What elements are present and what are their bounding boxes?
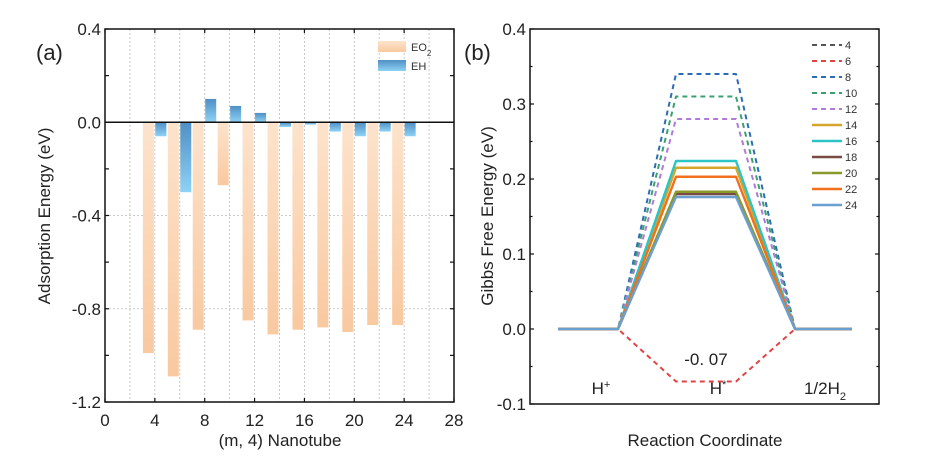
state-label-2: 1/2H2 — [804, 379, 846, 403]
x-tick-label: 20 — [345, 411, 364, 430]
y-tick-label: 0.0 — [502, 320, 526, 339]
legend-subscript: 2 — [427, 49, 432, 58]
bar-eo2-16 — [292, 122, 304, 330]
panel-a-legend: EO2 EH — [378, 41, 432, 73]
bar-eo2-20 — [342, 122, 354, 333]
legend-label-eh: EH — [411, 61, 426, 73]
x-tick-label: 24 — [395, 411, 414, 430]
panel-b-legend: 4 6 8 10 12 14 16 18 20 22 24 — [812, 40, 857, 212]
bar-eh-24 — [404, 122, 416, 137]
panel-a-label: (a) — [36, 40, 63, 65]
legend-label-16: 16 — [845, 136, 857, 148]
bar-eh-20 — [354, 122, 366, 137]
bar-eo2-14 — [267, 122, 279, 335]
y-tick-label: 0.4 — [77, 20, 101, 39]
y-tick-label: 0.1 — [502, 245, 526, 264]
bar-eh-8 — [205, 98, 217, 123]
y-tick-label: 0.3 — [502, 95, 526, 114]
legend-label-22: 22 — [845, 184, 857, 196]
panel-a-bars — [142, 98, 416, 377]
legend-label-12: 12 — [845, 104, 857, 116]
panel-b-state-labels: H+ H* 1/2H2 — [592, 379, 846, 403]
bar-eo2-12 — [242, 122, 254, 321]
y-tick-label: -0.1 — [497, 395, 526, 414]
series-line-20 — [558, 190, 852, 331]
legend-label-4: 4 — [845, 40, 851, 52]
series-line-16 — [558, 159, 852, 331]
bar-eh-14 — [280, 122, 291, 127]
x-tick-label: 28 — [445, 411, 464, 430]
y-tick-label: -1.2 — [72, 393, 101, 412]
x-tick-label: 16 — [295, 411, 314, 430]
x-tick-label: 12 — [245, 411, 264, 430]
legend-label-14: 14 — [845, 120, 857, 132]
x-tick-label: 8 — [200, 411, 209, 430]
series-line-18 — [558, 192, 852, 331]
bar-eo2-4 — [142, 122, 154, 354]
bar-eh-12 — [255, 112, 267, 123]
superscript: + — [604, 379, 610, 391]
x-tick-label: 4 — [150, 411, 159, 430]
series-line-12 — [558, 118, 852, 330]
legend-swatch-eh — [378, 60, 406, 71]
bar-eo2-22 — [367, 122, 379, 326]
superscript: * — [722, 379, 727, 391]
y-tick-label: 0.0 — [77, 113, 101, 132]
legend-label-24: 24 — [845, 200, 857, 212]
bar-eo2-10 — [217, 122, 229, 186]
legend-label-6: 6 — [845, 56, 851, 68]
panel-b-lines — [558, 73, 852, 383]
legend-label-20: 20 — [845, 168, 857, 180]
bar-eo2-24 — [392, 122, 404, 326]
panel-b-y-axis-title: Gibbs Free Energy (eV) — [478, 126, 497, 306]
panel-a: (a) 0 4 8 12 16 20 24 280.40.0-0.4-0.8-1.2 EO2E… — [35, 20, 463, 450]
bar-eh-18 — [329, 122, 341, 132]
y-tick-label: -0.8 — [72, 300, 101, 319]
x-tick-label: 0 — [100, 411, 109, 430]
panel-b-label: (b) — [464, 40, 491, 65]
panel-a-y-axis-title: Adsorption Energy (eV) — [35, 128, 54, 305]
legend-label-18: 18 — [845, 152, 857, 164]
y-tick-label: 0.2 — [502, 170, 526, 189]
bar-eh-6 — [180, 122, 192, 193]
y-tick-label: -0.4 — [72, 207, 101, 226]
series-line-22 — [558, 175, 852, 331]
bar-eo2-8 — [192, 122, 204, 330]
panel-a-x-axis-title: (m, 4) Nanotube — [219, 431, 342, 450]
panel-b-ticks: 0.4 0.3 0.2 0.1 0.0 -0.1 — [497, 20, 879, 414]
legend-label-8: 8 — [845, 72, 851, 84]
panel-b-annotation: -0. 07 — [684, 350, 727, 369]
panel-b-x-axis-title: Reaction Coordinate — [628, 431, 783, 450]
legend-label-10: 10 — [845, 88, 857, 100]
series-line-10 — [558, 95, 852, 330]
state-label-0: H+ — [592, 379, 611, 398]
bar-eh-4 — [155, 122, 167, 137]
subscript: 2 — [840, 391, 846, 403]
bar-eh-16 — [304, 122, 316, 125]
bar-eh-22 — [379, 122, 391, 132]
panel-b: (b) 0.4 0.3 0.2 0.1 0.0 -0.1 4 6 8 10 12 14 16 18 20 2… — [464, 20, 880, 450]
panel-a-ticks: 0 4 8 12 16 20 24 28 0.4 0.0 -0.4 -0.8 -1.2 — [72, 20, 464, 430]
bar-eo2-18 — [317, 122, 329, 328]
series-line-4 — [558, 193, 852, 330]
series-line-24 — [558, 195, 852, 331]
panel-b-axes-frame — [529, 28, 880, 405]
y-tick-label: 0.4 — [502, 20, 526, 39]
series-line-8 — [558, 73, 852, 330]
bar-eo2-6 — [167, 122, 179, 377]
state-label-1: H* — [710, 379, 727, 398]
legend-swatch-eo2 — [378, 41, 406, 52]
bar-eh-10 — [230, 105, 242, 123]
legend-label-eo2: EO2 — [411, 42, 432, 58]
